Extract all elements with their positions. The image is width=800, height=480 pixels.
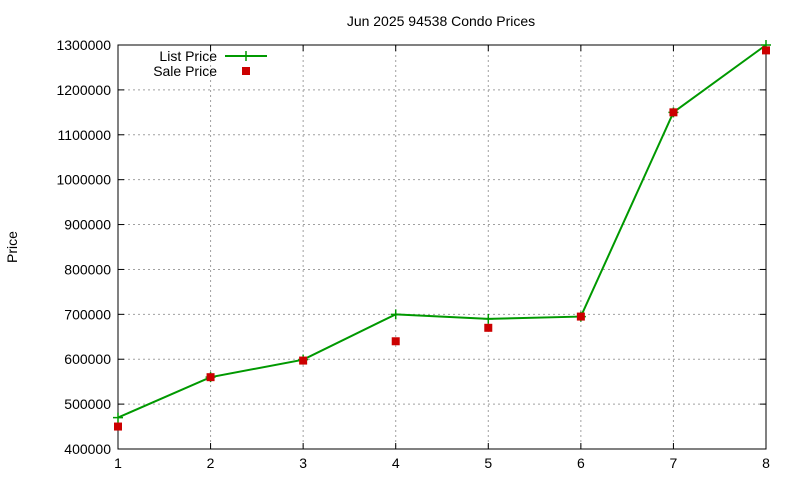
grid-lines xyxy=(118,45,766,449)
x-tick-label: 3 xyxy=(299,455,307,471)
legend-list-price-label: List Price xyxy=(159,48,217,64)
y-tick-label: 1300000 xyxy=(56,37,111,53)
y-tick-label: 1000000 xyxy=(56,172,111,188)
y-tick-label: 900000 xyxy=(64,217,111,233)
y-tick-label: 400000 xyxy=(64,441,111,457)
plot-frame xyxy=(117,44,767,450)
x-tick-label: 8 xyxy=(762,455,770,471)
x-tick-label: 6 xyxy=(577,455,585,471)
x-tick-label: 2 xyxy=(207,455,215,471)
sale-price-point xyxy=(391,337,400,346)
sale-price-point xyxy=(484,323,493,332)
sale-price-point xyxy=(762,46,770,55)
sale-price-point xyxy=(114,422,122,431)
sale-price-point xyxy=(206,373,215,382)
list-price-point xyxy=(483,313,494,324)
x-tick-label: 4 xyxy=(392,455,400,471)
sale-price-point xyxy=(576,312,585,321)
legend-sale-price-marker xyxy=(242,67,250,75)
sale-price-point xyxy=(669,108,678,117)
chart-title: Jun 2025 94538 Condo Prices xyxy=(347,13,535,29)
y-tick-label: 700000 xyxy=(64,306,111,322)
list-price-point xyxy=(390,309,401,320)
sale-price-point xyxy=(299,356,308,365)
legend-sale-price-label: Sale Price xyxy=(153,63,217,79)
series-layer xyxy=(113,40,771,431)
y-tick-label: 600000 xyxy=(64,351,111,367)
legend-list-price-marker xyxy=(241,51,251,61)
list-price-point xyxy=(113,412,123,423)
y-tick-label: 800000 xyxy=(64,261,111,277)
x-tick-label: 1 xyxy=(114,455,122,471)
y-axis-label: Price xyxy=(4,231,20,263)
x-tick-label: 7 xyxy=(670,455,678,471)
y-tick-label: 1200000 xyxy=(56,82,111,98)
list-price-line xyxy=(117,44,767,419)
y-tick-label: 500000 xyxy=(64,396,111,412)
y-tick-label: 1100000 xyxy=(58,127,112,143)
axis-ticks: 400000 500000 600000 700000 800000 900000 1000… xyxy=(56,37,770,471)
x-tick-label: 5 xyxy=(484,455,492,471)
